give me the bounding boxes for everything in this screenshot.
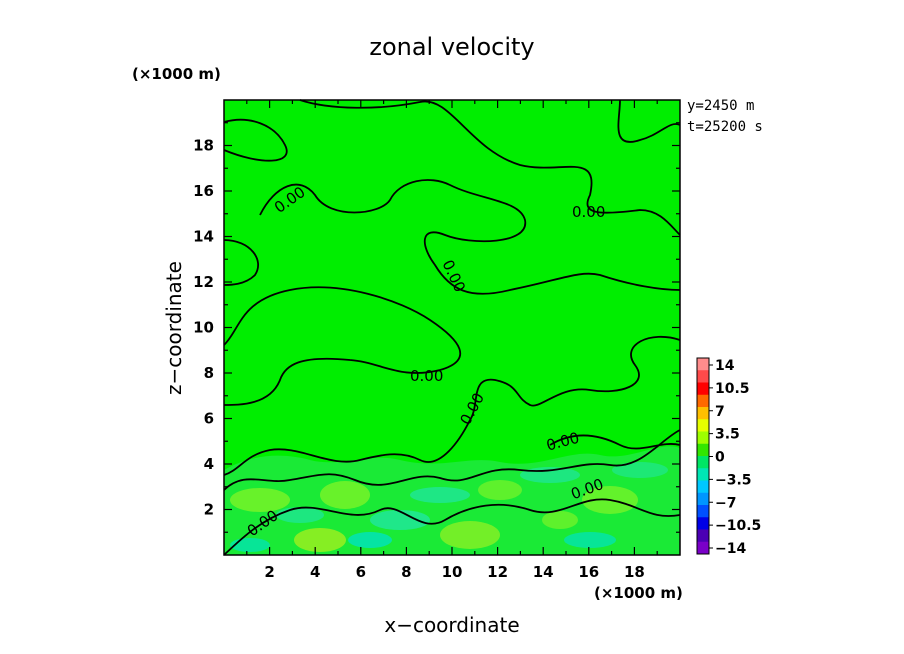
- y-tick-label: 14: [193, 228, 214, 246]
- cool-patch: [410, 487, 470, 503]
- x-tick-label: 12: [487, 563, 508, 581]
- warm-patch: [320, 481, 370, 509]
- contour-line: [549, 434, 681, 450]
- y-tick-label: 18: [193, 137, 214, 155]
- colorbar-swatch: [697, 394, 709, 408]
- colorbar-swatch: [697, 407, 709, 420]
- colorbar: [696, 357, 710, 555]
- y-tick-label: 8: [204, 364, 214, 382]
- cool-patch: [520, 467, 580, 483]
- colorbar-swatch: [697, 517, 709, 530]
- colorbar-label: −14: [715, 541, 746, 557]
- colorbar-labels: 14 10.5 7 3.5 0 −3.5 −7 −10.5 −14: [709, 358, 761, 557]
- colorbar-label: 3.5: [715, 427, 740, 443]
- annotation-t: t=25200 s: [687, 119, 763, 135]
- colorbar-label: 7: [715, 404, 725, 420]
- y-axis-label: z−coordinate: [162, 261, 186, 395]
- colorbar-swatch: [697, 456, 709, 469]
- colorbar-swatch: [697, 505, 709, 518]
- y-tick-labels: 2 4 6 8 10 12 14 16 18: [193, 137, 214, 519]
- x-tick-label: 2: [264, 563, 274, 581]
- colorbar-label: 0: [715, 450, 725, 466]
- y-tick-label: 12: [193, 273, 214, 291]
- contour-line: [299, 99, 681, 236]
- colorbar-label: 10.5: [715, 381, 750, 397]
- contour-line: [223, 429, 681, 491]
- x-unit-label: (×1000 m): [594, 584, 683, 602]
- contour-line: [223, 286, 462, 406]
- x-tick-label: 8: [401, 563, 411, 581]
- contours: [223, 99, 681, 556]
- colorbar-swatch: [697, 358, 709, 371]
- cool-patch: [612, 462, 668, 478]
- colorbar-label: −10.5: [715, 518, 761, 534]
- contour-label: 0.00: [410, 367, 443, 385]
- x-tick-label: 16: [578, 563, 599, 581]
- colorbar-swatch: [697, 370, 709, 383]
- cool-patch: [348, 532, 392, 548]
- chart-title: zonal velocity: [369, 33, 534, 61]
- colorbar-swatch: [697, 419, 709, 432]
- turbulent-region: [224, 446, 680, 555]
- colorbar-label: −7: [715, 495, 736, 511]
- contour-label: 0.00: [572, 203, 605, 221]
- contour-line: [259, 179, 681, 295]
- colorbar-swatch: [697, 443, 709, 457]
- contour-line: [223, 239, 260, 286]
- cool-patch: [564, 532, 616, 548]
- warm-patch: [542, 511, 578, 529]
- x-axis-label: x−coordinate: [384, 613, 519, 637]
- y-tick-label: 4: [204, 455, 214, 473]
- warm-patch: [294, 528, 346, 552]
- x-tick-label: 18: [624, 563, 645, 581]
- colorbar-swatch: [697, 468, 709, 481]
- cool-patch: [276, 507, 324, 523]
- x-tick-label: 6: [356, 563, 366, 581]
- y-tick-label: 16: [193, 182, 214, 200]
- contour-line: [223, 498, 681, 556]
- annotation-y: y=2450 m: [687, 98, 754, 114]
- axis-ticks: [224, 100, 680, 555]
- warm-patch: [230, 488, 290, 512]
- x-tick-label: 14: [533, 563, 554, 581]
- x-tick-labels: 2 4 6 8 10 12 14 16 18: [264, 563, 644, 581]
- contour-line: [223, 335, 681, 476]
- x-tick-label: 4: [310, 563, 320, 581]
- cool-patch: [370, 510, 430, 530]
- y-tick-label: 6: [204, 410, 214, 428]
- colorbar-swatch: [697, 431, 709, 445]
- warm-patch: [478, 480, 522, 500]
- colorbar-swatch: [697, 382, 709, 396]
- colorbar-label: −3.5: [715, 472, 752, 488]
- plot-area: 0.00 0.00 0.00 0.00 0.00 0.00 0.00 0.00 …: [193, 99, 681, 581]
- colorbar-swatch: [697, 541, 709, 555]
- y-tick-label: 10: [193, 319, 214, 337]
- contour-line: [223, 118, 288, 162]
- colorbar-label: 14: [715, 358, 735, 374]
- y-unit-label: (×1000 m): [132, 65, 221, 83]
- colorbar-swatch: [697, 529, 709, 543]
- colorbar-swatch: [697, 480, 709, 494]
- y-tick-label: 2: [204, 501, 214, 519]
- x-tick-label: 10: [442, 563, 463, 581]
- contour-line: [617, 99, 681, 143]
- colorbar-swatch: [697, 492, 709, 506]
- warm-patch: [440, 521, 500, 549]
